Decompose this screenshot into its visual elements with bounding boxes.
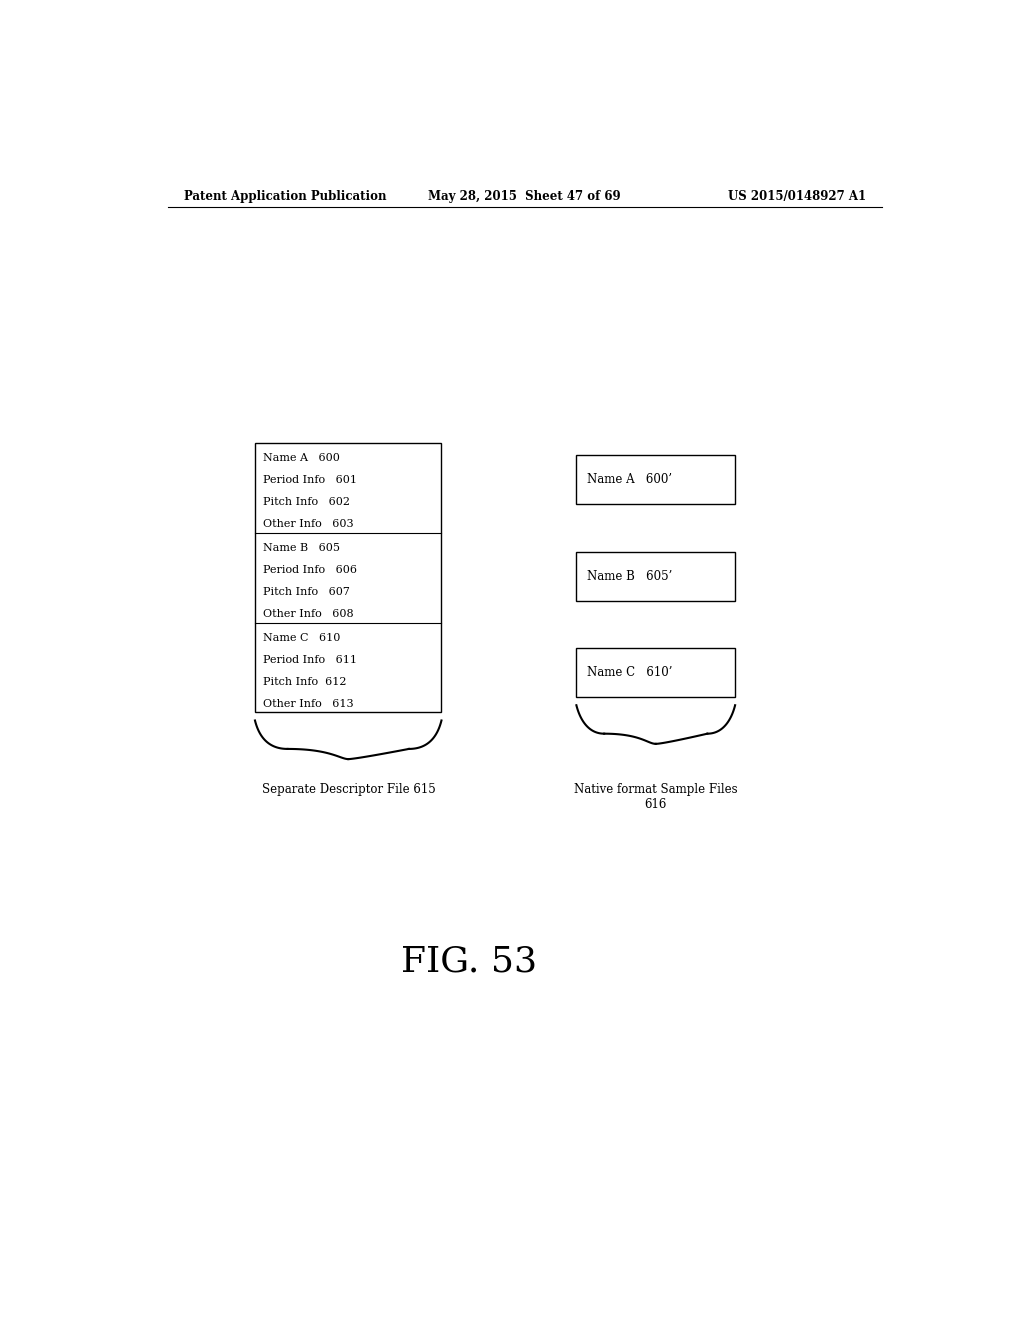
Bar — [577, 648, 735, 697]
Text: Other Info   603: Other Info 603 — [263, 519, 353, 529]
Text: Patent Application Publication: Patent Application Publication — [183, 190, 386, 202]
Text: May 28, 2015  Sheet 47 of 69: May 28, 2015 Sheet 47 of 69 — [428, 190, 622, 202]
Text: Pitch Info   607: Pitch Info 607 — [263, 587, 350, 597]
Text: US 2015/0148927 A1: US 2015/0148927 A1 — [728, 190, 866, 202]
Bar — [577, 552, 735, 601]
Text: Native format Sample Files
616: Native format Sample Files 616 — [573, 784, 737, 812]
Text: Name B   605: Name B 605 — [263, 543, 340, 553]
Text: Name A   600: Name A 600 — [263, 453, 340, 463]
Text: Period Info   601: Period Info 601 — [263, 475, 357, 486]
Text: Period Info   611: Period Info 611 — [263, 655, 357, 665]
Text: FIG. 53: FIG. 53 — [401, 944, 538, 978]
Text: Pitch Info   602: Pitch Info 602 — [263, 498, 350, 507]
Text: Name A   600’: Name A 600’ — [588, 473, 673, 486]
Text: Name C   610’: Name C 610’ — [588, 667, 673, 680]
Text: Name C   610: Name C 610 — [263, 632, 340, 643]
Text: Period Info   606: Period Info 606 — [263, 565, 357, 576]
Text: Separate Descriptor File 615: Separate Descriptor File 615 — [262, 784, 435, 796]
Text: Other Info   613: Other Info 613 — [263, 698, 353, 709]
Bar — [255, 444, 441, 713]
Text: Other Info   608: Other Info 608 — [263, 609, 353, 619]
Text: Pitch Info  612: Pitch Info 612 — [263, 677, 346, 686]
Text: Name B   605’: Name B 605’ — [588, 570, 673, 582]
Bar — [577, 455, 735, 504]
